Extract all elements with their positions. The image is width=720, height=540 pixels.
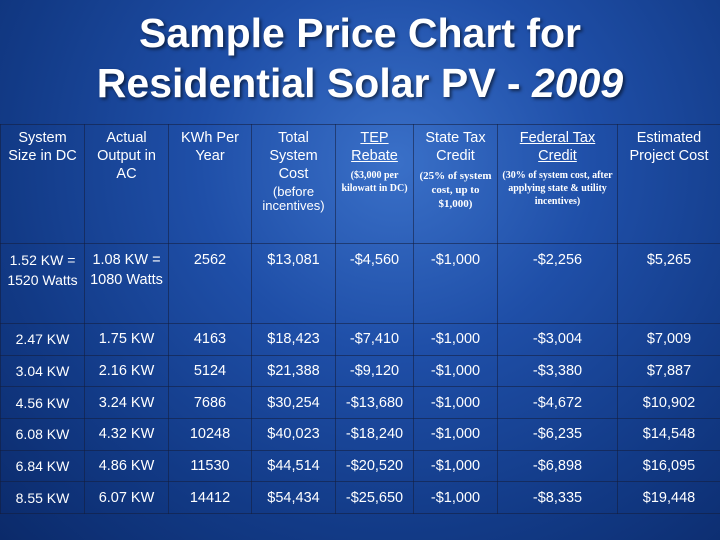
header-state-tax-credit: State Tax Credit (25% of system cost, up … [413, 124, 498, 244]
cell-actual-output: 6.07 KW [84, 481, 169, 514]
title-year: 2009 [531, 60, 624, 106]
cell-state-credit: -$1,000 [413, 481, 498, 514]
cell-kwh: 5124 [168, 354, 252, 388]
title-line-2-text: Residential Solar PV - [96, 60, 532, 106]
table-row: 6.08 KW 4.32 KW 10248 $40,023 -$18,240 -… [0, 417, 720, 451]
cell-total-cost: $13,081 [251, 243, 336, 324]
cell-total-cost: $40,023 [251, 417, 336, 451]
header-kwh-per-year: KWh Per Year [168, 124, 252, 244]
cell-kwh: 10248 [168, 417, 252, 451]
title-line-1: Sample Price Chart for [138, 10, 582, 56]
table-row: 2.47 KW 1.75 KW 4163 $18,423 -$7,410 -$1… [0, 323, 720, 356]
cell-total-cost: $44,514 [251, 449, 336, 483]
title-line-2: Residential Solar PV - 2009 [0, 58, 720, 108]
cell-state-credit: -$1,000 [413, 323, 498, 356]
cell-state-credit: -$1,000 [413, 354, 498, 388]
header-row: System Size in DC Actual Output in AC KW… [0, 124, 720, 244]
header-total-cost: Total System Cost (before incentives) [251, 124, 336, 244]
cell-total-cost: $30,254 [251, 386, 336, 419]
cell-tep-rebate: -$4,560 [335, 243, 414, 324]
header-system-size-label: System Size in DC [8, 130, 77, 164]
header-tep-rebate-label: TEP Rebate [351, 130, 398, 164]
header-actual-output-label: Actual Output in AC [97, 130, 156, 182]
cell-system-size: 8.55 KW [0, 481, 85, 514]
cell-kwh: 14412 [168, 481, 252, 514]
header-actual-output: Actual Output in AC [84, 124, 169, 244]
cell-actual-output: 4.32 KW [84, 417, 169, 451]
cell-system-size: 4.56 KW [0, 386, 85, 419]
cell-estimated-cost: $14,548 [617, 417, 720, 451]
cell-federal-credit: -$8,335 [497, 481, 618, 514]
cell-estimated-cost: $7,887 [617, 354, 720, 388]
cell-system-size: 2.47 KW [0, 323, 85, 356]
cell-kwh: 11530 [168, 449, 252, 483]
cell-system-size: 1.52 KW = 1520 Watts [0, 243, 85, 324]
table-row: 3.04 KW 2.16 KW 5124 $21,388 -$9,120 -$1… [0, 354, 720, 388]
cell-actual-output: 3.24 KW [84, 386, 169, 419]
cell-kwh: 4163 [168, 323, 252, 356]
header-tep-rebate-sub: ($3,000 per kilowatt in DC) [341, 170, 408, 194]
price-table: System Size in DC Actual Output in AC KW… [0, 124, 720, 514]
cell-kwh: 2562 [168, 243, 252, 324]
header-state-tax-sub: (25% of system cost, up to $1,000) [419, 170, 492, 210]
cell-tep-rebate: -$9,120 [335, 354, 414, 388]
cell-system-size: 3.04 KW [0, 354, 85, 388]
cell-federal-credit: -$6,235 [497, 417, 618, 451]
cell-actual-output: 4.86 KW [84, 449, 169, 483]
header-kwh-label: KWh Per Year [180, 130, 239, 164]
cell-state-credit: -$1,000 [413, 243, 498, 324]
cell-system-size: 6.84 KW [0, 449, 85, 483]
cell-federal-credit: -$2,256 [497, 243, 618, 324]
cell-federal-credit: -$3,004 [497, 323, 618, 356]
header-federal-tax-sub: (30% of system cost, after applying stat… [502, 170, 613, 207]
cell-estimated-cost: $10,902 [617, 386, 720, 419]
header-system-size: System Size in DC [0, 124, 85, 244]
cell-total-cost: $21,388 [251, 354, 336, 388]
header-federal-tax-label: Federal Tax Credit [519, 130, 596, 164]
slide-title: Sample Price Chart for Residential Solar… [0, 8, 720, 108]
cell-actual-output: 1.75 KW [84, 323, 169, 356]
cell-state-credit: -$1,000 [413, 417, 498, 451]
cell-tep-rebate: -$7,410 [335, 323, 414, 356]
cell-estimated-cost: $16,095 [617, 449, 720, 483]
table-row: 4.56 KW 3.24 KW 7686 $30,254 -$13,680 -$… [0, 386, 720, 419]
header-federal-tax-credit: Federal Tax Credit (30% of system cost, a… [497, 124, 618, 244]
header-state-tax-label: State Tax Credit [425, 130, 486, 164]
cell-tep-rebate: -$25,650 [335, 481, 414, 514]
cell-federal-credit: -$3,380 [497, 354, 618, 388]
cell-tep-rebate: -$13,680 [335, 386, 414, 419]
table-row: 1.52 KW = 1520 Watts 1.08 KW = 1080 Watt… [0, 243, 720, 324]
cell-state-credit: -$1,000 [413, 449, 498, 483]
header-tep-rebate: TEP Rebate ($3,000 per kilowatt in DC) [335, 124, 414, 244]
header-estimated-cost: Estimated Project Cost [617, 124, 720, 244]
cell-total-cost: $18,423 [251, 323, 336, 356]
cell-tep-rebate: -$18,240 [335, 417, 414, 451]
cell-total-cost: $54,434 [251, 481, 336, 514]
cell-state-credit: -$1,000 [413, 386, 498, 419]
cell-estimated-cost: $5,265 [617, 243, 720, 324]
cell-kwh: 7686 [168, 386, 252, 419]
cell-estimated-cost: $19,448 [617, 481, 720, 514]
cell-tep-rebate: -$20,520 [335, 449, 414, 483]
header-estimated-label: Estimated Project Cost [629, 130, 709, 164]
cell-actual-output: 2.16 KW [84, 354, 169, 388]
cell-estimated-cost: $7,009 [617, 323, 720, 356]
table-row: 8.55 KW 6.07 KW 14412 $54,434 -$25,650 -… [0, 481, 720, 514]
header-total-cost-sub: (before incentives) [262, 184, 325, 213]
header-total-cost-label: Total System Cost [269, 130, 318, 182]
cell-actual-output: 1.08 KW = 1080 Watts [84, 243, 169, 324]
cell-system-size: 6.08 KW [0, 417, 85, 451]
cell-federal-credit: -$4,672 [497, 386, 618, 419]
table-row: 6.84 KW 4.86 KW 11530 $44,514 -$20,520 -… [0, 449, 720, 483]
cell-federal-credit: -$6,898 [497, 449, 618, 483]
